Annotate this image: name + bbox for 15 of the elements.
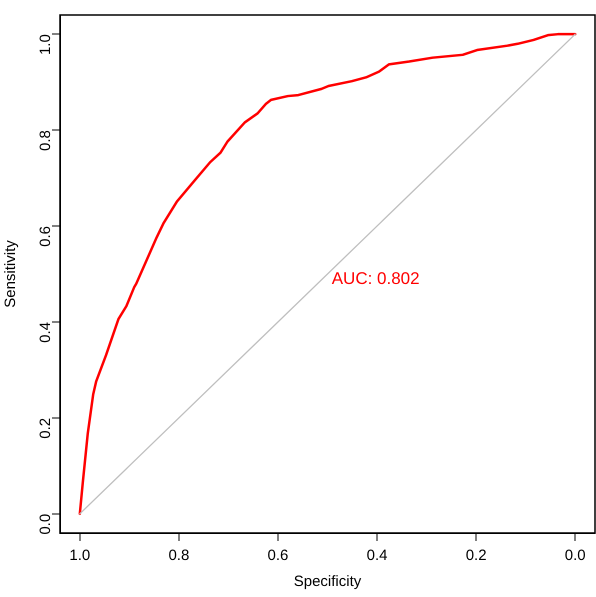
x-tick-label: 0.8 — [168, 547, 190, 564]
annotation: AUC: 0.802 — [332, 268, 420, 288]
x-tick-label: 0.6 — [268, 547, 288, 564]
y-tick-label: 1.0 — [37, 34, 54, 56]
y-axis-title: Sensitivity — [2, 240, 20, 308]
y-tick-label: 0.6 — [37, 226, 54, 247]
y-tick-label: 0.2 — [37, 418, 54, 439]
y-tick-label: 0.4 — [37, 322, 54, 343]
x-tick-label: 0.2 — [466, 547, 487, 564]
y-tick-label: 0.8 — [37, 130, 54, 151]
x-tick-label: 1.0 — [69, 547, 90, 564]
x-tick-label: 0.0 — [564, 547, 586, 564]
x-tick-label: 0.4 — [366, 547, 388, 564]
y-tick-label: 0.0 — [37, 514, 54, 535]
x-axis-title: Specificity — [294, 573, 362, 590]
